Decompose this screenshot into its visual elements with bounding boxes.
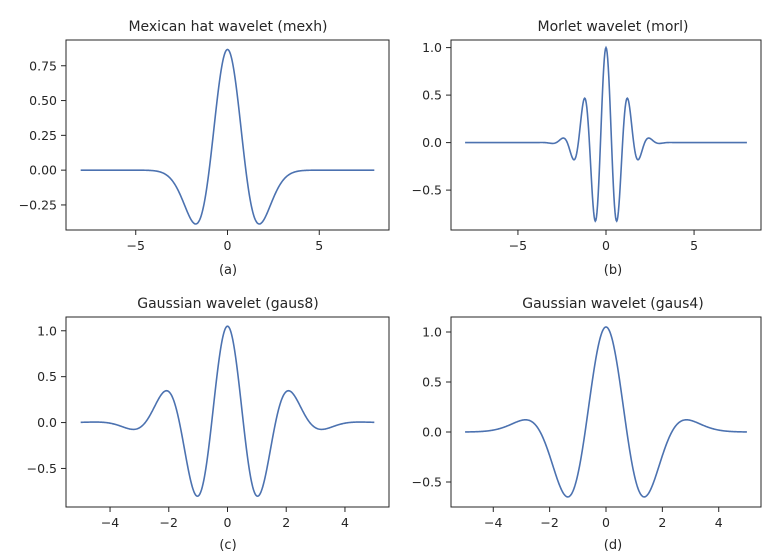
y-tick-label: 0.00 <box>29 163 57 178</box>
y-ticks: −0.5 0.0 0.5 1.0 <box>412 325 451 490</box>
y-tick-label: 0.0 <box>37 415 57 430</box>
y-tick-label: 0.0 <box>422 135 442 150</box>
y-tick-label: 1.0 <box>422 40 442 55</box>
x-tick-label: −2 <box>160 515 178 530</box>
y-tick-label: 1.0 <box>422 325 442 340</box>
x-ticks: −4 −2 0 2 4 <box>101 507 349 530</box>
y-ticks: −0.5 0.0 0.5 1.0 <box>412 40 451 198</box>
x-tick-label: −5 <box>509 238 527 253</box>
x-ticks: −5 0 5 <box>127 230 323 253</box>
y-tick-label: 1.0 <box>37 323 57 338</box>
x-tick-label: 4 <box>715 515 723 530</box>
panel-gaus8: Gaussian wavelet (gaus8) −4 −2 0 2 4 −0.5 0.0… <box>27 296 390 551</box>
y-tick-label: −0.5 <box>27 461 57 476</box>
plot-frame <box>65 316 390 508</box>
x-tick-label: 5 <box>690 238 698 253</box>
x-tick-label: 0 <box>224 238 232 253</box>
panel-morl: Morlet wavelet (morl) −5 0 5 −0.5 0.0 0.5 1.0… <box>412 19 762 278</box>
panel-mexh: Mexican hat wavelet (mexh) −5 0 5 −0.25 0.0… <box>19 19 390 278</box>
x-tick-label: 5 <box>315 238 323 253</box>
y-tick-label: −0.5 <box>412 183 442 198</box>
x-tick-label: 2 <box>282 515 290 530</box>
x-tick-label: −5 <box>127 238 145 253</box>
y-tick-label: 0.75 <box>29 58 57 73</box>
panel-label: (d) <box>604 538 622 551</box>
x-tick-label: 4 <box>341 515 349 530</box>
chart-title: Morlet wavelet (morl) <box>538 19 689 35</box>
chart-title: Mexican hat wavelet (mexh) <box>128 19 327 35</box>
x-tick-label: −4 <box>484 515 502 530</box>
y-tick-label: −0.5 <box>412 475 442 490</box>
chart-title: Gaussian wavelet (gaus8) <box>137 296 319 312</box>
panel-gaus4: Gaussian wavelet (gaus4) −4 −2 0 2 4 −0.5 0.0… <box>412 296 762 551</box>
panel-label: (b) <box>604 263 622 278</box>
y-tick-label: −0.25 <box>19 197 57 212</box>
plot-frame <box>450 316 762 508</box>
y-tick-label: 0.5 <box>422 88 442 103</box>
x-tick-label: 2 <box>658 515 666 530</box>
y-tick-label: 0.5 <box>422 375 442 390</box>
x-tick-label: 0 <box>224 515 232 530</box>
series-line <box>80 325 375 498</box>
x-ticks: −5 0 5 <box>509 230 698 253</box>
y-ticks: −0.25 0.00 0.25 0.50 0.75 <box>19 58 66 212</box>
y-tick-label: 0.50 <box>29 93 57 108</box>
plot-frame <box>450 39 762 231</box>
y-tick-label: 0.25 <box>29 128 57 143</box>
x-tick-label: 0 <box>602 515 610 530</box>
panel-label: (c) <box>219 538 236 551</box>
x-ticks: −4 −2 0 2 4 <box>484 507 723 530</box>
x-tick-label: −4 <box>101 515 119 530</box>
plot-frame <box>65 39 390 231</box>
y-tick-label: 0.0 <box>422 425 442 440</box>
series-line <box>465 45 747 223</box>
y-tick-label: 0.5 <box>37 369 57 384</box>
chart-title: Gaussian wavelet (gaus4) <box>522 296 704 312</box>
y-ticks: −0.5 0.0 0.5 1.0 <box>27 323 66 476</box>
series-line <box>465 326 747 498</box>
x-tick-label: 0 <box>602 238 610 253</box>
panel-label: (a) <box>219 263 237 278</box>
series-line <box>80 48 375 225</box>
x-tick-label: −2 <box>540 515 558 530</box>
